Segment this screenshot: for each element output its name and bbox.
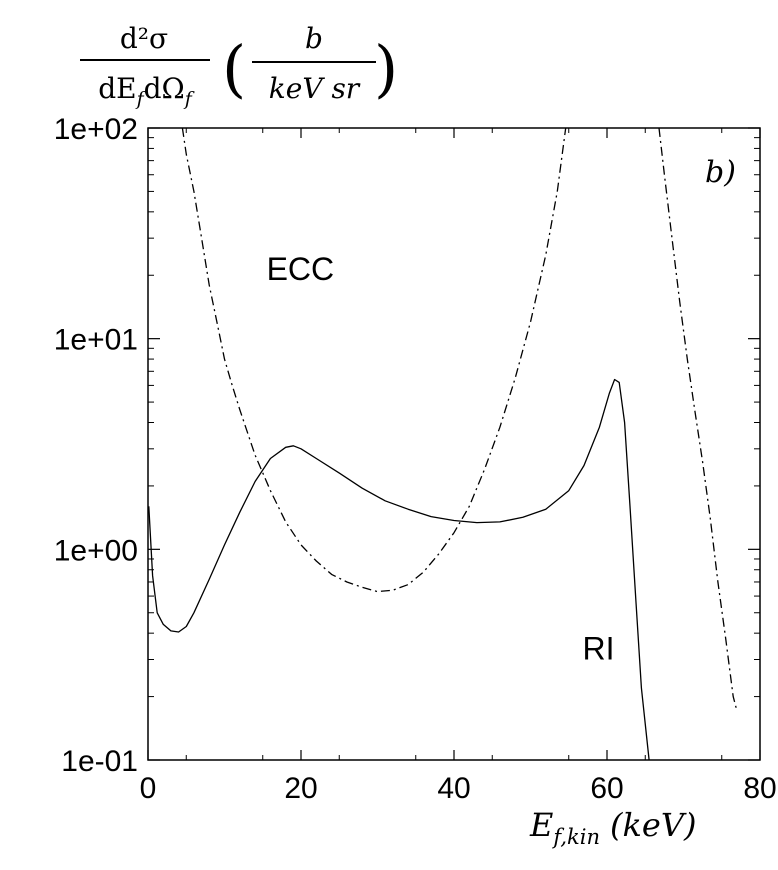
y-tick-label: 1e-01 — [61, 745, 138, 778]
x-label-main: E — [529, 806, 553, 844]
x-tick-label: 60 — [590, 772, 623, 805]
x-label-unit: (keV) — [610, 806, 696, 844]
y-label-numerator: d²σ — [120, 22, 168, 55]
y-axis-label: d²σ dEfdΩf ( b keV sr ) — [80, 22, 398, 110]
y-label-denominator: dEfdΩf — [98, 72, 195, 110]
y-tick-label: 1e+00 — [54, 534, 138, 567]
x-axis-label: Ef,kin (keV) — [529, 806, 696, 849]
annotation-ecc: ECC — [267, 251, 335, 287]
x-tick-labels: 0 20 40 60 80 — [140, 772, 777, 805]
series-group — [148, 127, 738, 761]
axis-ticks — [147, 127, 761, 761]
series-line-ri — [148, 378, 650, 761]
x-tick-label: 0 — [140, 772, 157, 805]
x-tick-label: 20 — [284, 772, 317, 805]
y-label-left-paren: ( — [222, 32, 246, 105]
y-tick-label: 1e+01 — [54, 324, 138, 357]
x-tick-label: 40 — [437, 772, 470, 805]
series-line-ecc — [181, 127, 567, 593]
y-label-right-paren: ) — [374, 32, 398, 105]
y-tick-label: 1e+02 — [54, 113, 138, 146]
y-label-unit-denominator: keV sr — [269, 72, 361, 105]
y-label-den-sub2: f — [183, 88, 195, 110]
series-line-ecc-tail — [658, 127, 738, 712]
panel-label: b) — [705, 155, 736, 190]
annotation-ri: RI — [583, 630, 615, 666]
y-label-den-d1: dE — [98, 72, 136, 105]
y-label-den-d2: dΩ — [144, 72, 185, 105]
x-tick-label: 80 — [743, 772, 776, 805]
y-label-den-sub1: f — [135, 88, 147, 110]
x-label-sub: f,kin — [551, 825, 600, 849]
y-label-unit-numerator: b — [305, 22, 323, 55]
y-tick-labels: 1e-01 1e+00 1e+01 1e+02 — [54, 113, 138, 778]
plot-frame — [147, 127, 761, 761]
